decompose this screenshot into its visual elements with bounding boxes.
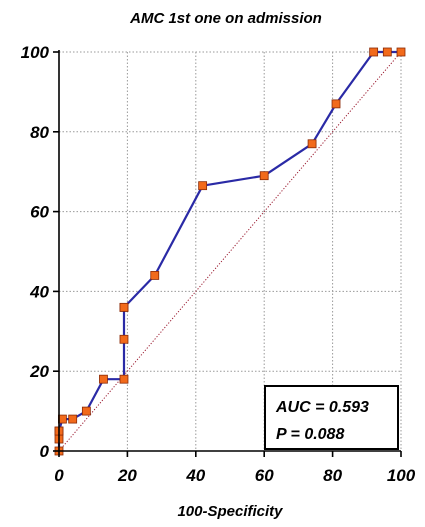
- auc-text: AUC = 0.593: [275, 399, 369, 416]
- roc-point: [307, 139, 317, 149]
- roc-point: [68, 414, 78, 424]
- roc-point: [119, 334, 129, 344]
- roc-point: [150, 271, 160, 280]
- reference-diagonal: [58, 51, 402, 452]
- p-value-text: P = 0.088: [276, 426, 344, 443]
- y-tick-label: 60: [30, 203, 49, 222]
- roc-point: [369, 47, 379, 57]
- x-tick-label: 60: [255, 466, 274, 485]
- x-tick-label: 80: [323, 466, 342, 485]
- diagonal-line: [58, 51, 402, 452]
- roc-point: [119, 374, 129, 384]
- roc-point: [99, 374, 108, 384]
- roc-point: [259, 171, 269, 181]
- roc-point: [119, 302, 129, 312]
- roc-point: [198, 181, 208, 191]
- y-tick-label: 20: [29, 362, 49, 381]
- roc-point: [396, 47, 406, 57]
- x-tick-label: 40: [185, 466, 205, 485]
- y-tick-label: 100: [21, 43, 50, 62]
- stats-box-border: [264, 385, 399, 450]
- y-tick-label: 40: [29, 282, 49, 301]
- roc-point: [382, 47, 392, 57]
- x-tick-label: 100: [387, 466, 416, 485]
- x-tick-label: 0: [54, 466, 64, 485]
- stats-box: AUC = 0.593 P = 0.088: [264, 385, 399, 450]
- chart-title: AMC 1st one on admission: [129, 10, 322, 27]
- x-axis-label: 100-Specificity: [177, 503, 283, 520]
- y-tick-label: 80: [30, 123, 49, 142]
- roc-point: [81, 406, 91, 416]
- y-tick-label: 0: [40, 442, 50, 461]
- tick-labels: 0 20 40 60 80 100 0 20 40 60 80 100: [21, 43, 416, 485]
- x-tick-label: 20: [117, 466, 137, 485]
- axes: [53, 50, 402, 457]
- roc-point: [331, 99, 341, 109]
